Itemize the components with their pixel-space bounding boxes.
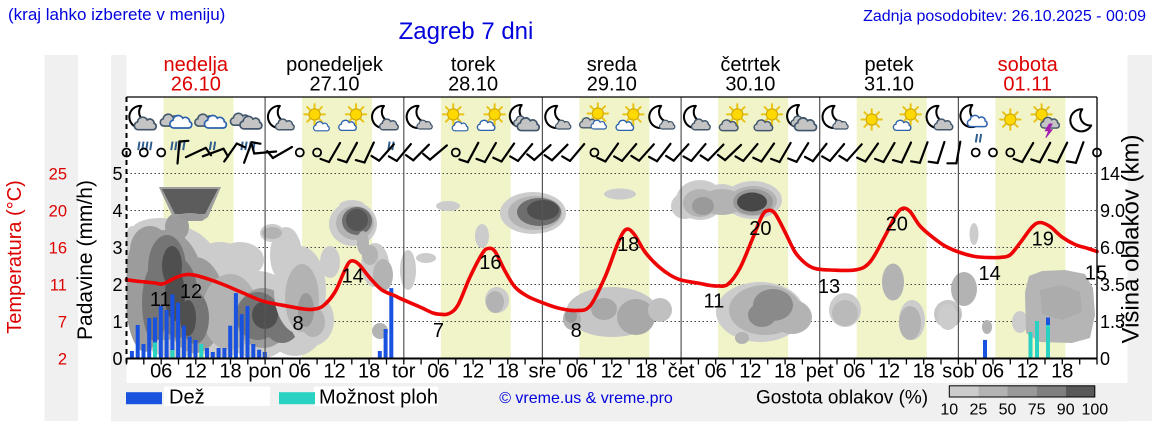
svg-text:18: 18	[774, 361, 796, 383]
svg-text:torek: torek	[451, 54, 496, 76]
svg-text:06: 06	[843, 361, 865, 383]
svg-text:11: 11	[150, 289, 171, 311]
svg-text:3.5: 3.5	[1100, 275, 1125, 295]
svg-text:18: 18	[913, 361, 935, 383]
svg-text:12: 12	[878, 361, 900, 383]
svg-text:12: 12	[323, 361, 345, 383]
svg-text:50: 50	[999, 402, 1017, 419]
svg-text:16: 16	[479, 252, 501, 274]
svg-text:Padavine (mm/h): Padavine (mm/h)	[74, 180, 97, 340]
svg-text:4: 4	[112, 201, 122, 221]
svg-text:06: 06	[982, 361, 1004, 383]
svg-text:01.11: 01.11	[1003, 74, 1052, 96]
svg-text:12: 12	[1017, 361, 1039, 383]
svg-text:Dež: Dež	[169, 387, 205, 409]
svg-text:10: 10	[940, 402, 958, 419]
svg-text:20: 20	[49, 203, 67, 221]
svg-text:Zagreb 7 dni: Zagreb 7 dni	[399, 18, 534, 45]
svg-text:1: 1	[112, 312, 122, 332]
svg-text:75: 75	[1028, 402, 1046, 419]
svg-text:12: 12	[739, 361, 761, 383]
svg-text:06: 06	[150, 361, 172, 383]
svg-text:nedelja: nedelja	[164, 54, 229, 76]
svg-text:11: 11	[704, 291, 725, 313]
svg-text:12: 12	[601, 361, 623, 383]
svg-text:90: 90	[1057, 402, 1075, 419]
svg-text:14: 14	[1100, 164, 1120, 184]
svg-text:pet: pet	[806, 361, 834, 383]
svg-text:sre: sre	[529, 361, 557, 383]
svg-text:0: 0	[112, 349, 122, 369]
svg-text:16: 16	[49, 240, 67, 258]
svg-text:3: 3	[112, 238, 122, 258]
svg-text:18: 18	[219, 361, 241, 383]
svg-text:06: 06	[705, 361, 727, 383]
svg-text:100: 100	[1081, 402, 1108, 419]
svg-text:14: 14	[342, 266, 364, 288]
svg-text:8: 8	[571, 320, 582, 342]
svg-text:18: 18	[635, 361, 657, 383]
svg-text:28.10: 28.10	[448, 74, 498, 96]
svg-text:tor: tor	[392, 361, 416, 383]
svg-text:7: 7	[58, 314, 67, 332]
svg-text:ponedeljek: ponedeljek	[286, 54, 384, 76]
svg-text:Zadnja posodobitev: 26.10.2025: Zadnja posodobitev: 26.10.2025 - 00:09	[863, 8, 1146, 25]
svg-text:12: 12	[462, 361, 484, 383]
svg-text:27.10: 27.10	[309, 74, 359, 96]
svg-text:20: 20	[749, 218, 771, 240]
svg-text:© vreme.us & vreme.pro: © vreme.us & vreme.pro	[499, 390, 673, 407]
svg-text:25: 25	[49, 166, 67, 184]
svg-text:9.0: 9.0	[1100, 201, 1125, 221]
svg-text:7: 7	[433, 320, 444, 342]
svg-text:06: 06	[566, 361, 588, 383]
svg-text:06: 06	[427, 361, 449, 383]
svg-text:2: 2	[58, 351, 67, 369]
svg-text:5: 5	[112, 164, 122, 184]
svg-text:čet: čet	[668, 361, 695, 383]
svg-text:26.10: 26.10	[171, 74, 221, 96]
svg-text:Možnost ploh: Možnost ploh	[319, 387, 438, 409]
svg-text:18: 18	[358, 361, 380, 383]
svg-text:31.10: 31.10	[864, 74, 914, 96]
svg-text:petek: petek	[865, 54, 915, 76]
svg-text:29.10: 29.10	[587, 74, 637, 96]
svg-text:15: 15	[1085, 262, 1107, 284]
svg-text:11: 11	[50, 277, 67, 295]
svg-text:1.5: 1.5	[1100, 312, 1125, 332]
svg-text:2: 2	[112, 275, 122, 295]
svg-text:Višina oblakov (km): Višina oblakov (km)	[1118, 135, 1145, 344]
svg-text:18: 18	[1051, 361, 1073, 383]
svg-text:12: 12	[185, 361, 207, 383]
svg-text:12: 12	[180, 281, 202, 303]
svg-text:18: 18	[497, 361, 519, 383]
svg-text:sobota: sobota	[998, 54, 1059, 76]
svg-text:30.10: 30.10	[725, 74, 775, 96]
svg-text:sob: sob	[942, 361, 974, 383]
svg-text:13: 13	[818, 276, 840, 298]
svg-text:06: 06	[289, 361, 311, 383]
svg-text:19: 19	[1032, 229, 1054, 251]
svg-text:20: 20	[886, 214, 908, 236]
svg-text:14: 14	[978, 263, 1000, 285]
svg-text:0: 0	[1100, 349, 1110, 369]
svg-text:18: 18	[617, 234, 639, 256]
svg-text:Temperatura (°C): Temperatura (°C)	[4, 180, 26, 334]
svg-text:sreda: sreda	[587, 54, 638, 76]
svg-text:Gostota oblakov (%): Gostota oblakov (%)	[756, 388, 928, 409]
svg-text:pon: pon	[248, 361, 281, 383]
svg-text:četrtek: četrtek	[720, 54, 781, 76]
svg-text:6.0: 6.0	[1100, 238, 1125, 258]
svg-text:8: 8	[292, 313, 303, 335]
svg-text:25: 25	[970, 402, 988, 419]
svg-text:(kraj lahko izberete v meniju): (kraj lahko izberete v meniju)	[8, 5, 225, 24]
